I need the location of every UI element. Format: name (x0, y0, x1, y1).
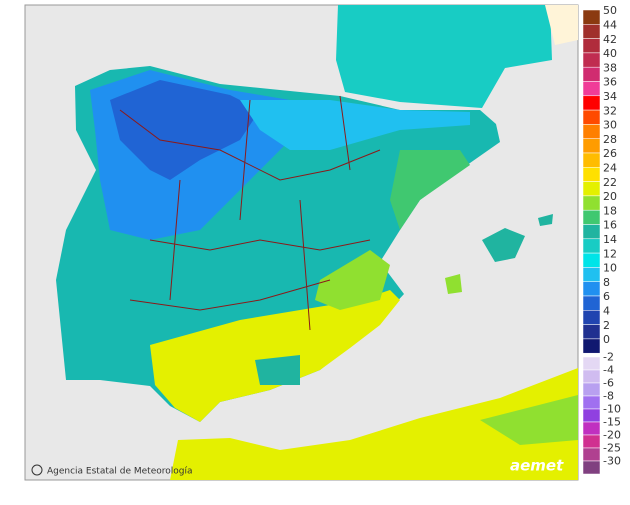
legend-label: -8 (603, 390, 614, 403)
mallorca (482, 228, 525, 262)
legend-label: 40 (603, 47, 617, 60)
legend-swatch (582, 9, 601, 25)
legend-label: 50 (603, 4, 617, 17)
province-borders (119, 95, 381, 331)
warm-east (315, 250, 390, 310)
logo: aemet (510, 457, 564, 475)
land-france (336, 5, 552, 108)
legend-swatch (582, 209, 601, 225)
legend-label: 30 (603, 119, 617, 132)
legend-swatch (582, 447, 601, 462)
legend-label: 10 (603, 262, 617, 275)
legend-label: 44 (603, 18, 617, 31)
legend-label: 32 (603, 104, 617, 117)
legend-label: 2 (603, 319, 610, 332)
legend-label: 34 (603, 90, 617, 103)
legend-swatch (582, 252, 601, 268)
legend-label: 12 (603, 247, 617, 260)
ibiza (445, 274, 462, 294)
legend-swatch (582, 24, 601, 39)
legend-swatch (582, 238, 601, 254)
land-africa (170, 368, 578, 480)
legend-label: 18 (603, 204, 617, 217)
footer: Agencia Estatal de Meteorología aemet (31, 457, 564, 477)
legend-label: 22 (603, 176, 617, 189)
credit: Agencia Estatal de Meteorología (47, 467, 193, 477)
legend-label: 42 (603, 33, 617, 46)
legend-swatch (582, 281, 601, 297)
legend-swatch (582, 267, 601, 282)
legend-swatch (582, 138, 601, 154)
legend-swatch (582, 434, 601, 449)
menorca (538, 214, 553, 226)
legend-swatch (582, 460, 601, 475)
legend-label: 16 (603, 219, 617, 232)
legend-swatch (582, 66, 601, 82)
legend-label: -2 (603, 351, 614, 364)
legend-swatch (582, 167, 601, 182)
coast-east (390, 150, 470, 230)
legend-swatch (582, 295, 601, 311)
legend-swatch (582, 382, 601, 397)
legend-swatch (582, 109, 601, 125)
land-italy (545, 5, 578, 45)
legend-swatch (582, 408, 601, 423)
legend-swatch (582, 195, 601, 211)
legend-swatch (582, 224, 601, 240)
legend-swatch (582, 356, 601, 371)
legend-label: 0 (603, 333, 610, 346)
legend-swatch (582, 124, 601, 139)
legend-swatch (582, 52, 601, 68)
legend-label: 20 (603, 190, 617, 203)
legend-swatch (582, 310, 601, 325)
pyrenees-area (240, 100, 470, 150)
legend-label: -10 (603, 403, 621, 416)
legend-label: 6 (603, 290, 610, 303)
sierra-nevada (255, 355, 300, 385)
africa-highlands (480, 395, 578, 445)
legend-label: -20 (603, 429, 621, 442)
legend-label: 26 (603, 147, 617, 160)
map (56, 5, 578, 480)
legend-label: -30 (603, 455, 621, 468)
copyright-icon (31, 464, 43, 476)
legend-swatch (582, 81, 601, 97)
legend-swatch (582, 95, 601, 111)
legend-label: 14 (603, 233, 617, 246)
cold-core (110, 80, 260, 180)
legend-label: 24 (603, 161, 617, 174)
legend-swatch (582, 395, 601, 410)
legend-label: 8 (603, 276, 610, 289)
legend-label: 28 (603, 133, 617, 146)
warm-south (150, 290, 400, 422)
legend-swatch (582, 181, 601, 197)
legend-label: -4 (603, 364, 614, 377)
legend-swatch (582, 338, 601, 354)
legend-swatch (582, 38, 601, 54)
legend-swatch (582, 421, 601, 436)
legend-label: 38 (603, 61, 617, 74)
legend-label: -15 (603, 416, 621, 429)
legend-label: -25 (603, 442, 621, 455)
legend-swatch (582, 152, 601, 168)
legend-label: -6 (603, 377, 614, 390)
legend-label: 4 (603, 304, 610, 317)
legend-swatch (582, 324, 601, 340)
legend-label: 36 (603, 76, 617, 89)
legend: 5044424038363432302826242220181614121086… (582, 4, 621, 475)
legend-swatch (582, 369, 601, 384)
